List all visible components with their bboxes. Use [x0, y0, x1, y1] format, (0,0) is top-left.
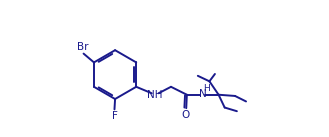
Text: Br: Br	[77, 42, 89, 52]
Text: F: F	[112, 111, 117, 121]
Text: NH: NH	[147, 90, 163, 100]
Text: O: O	[181, 110, 190, 120]
Text: H: H	[204, 84, 210, 92]
Text: N: N	[199, 89, 207, 99]
